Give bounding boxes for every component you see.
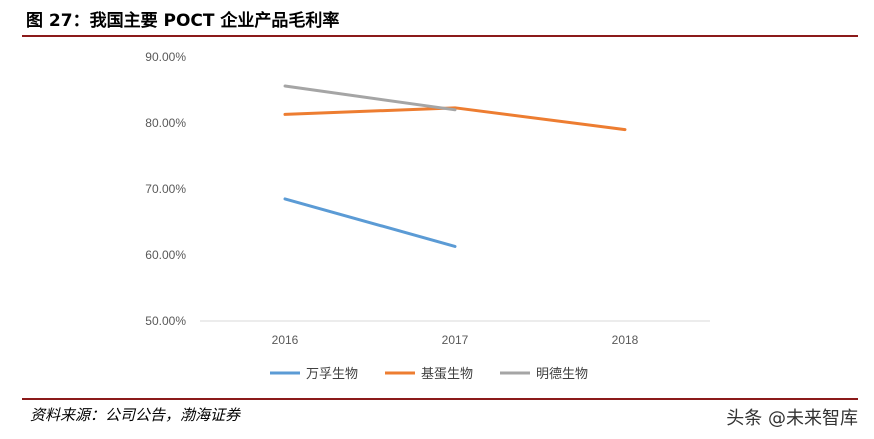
- y-tick-label: 60.00%: [145, 248, 186, 262]
- y-tick-label: 70.00%: [145, 182, 186, 196]
- series-line-2: [283, 84, 457, 112]
- title-divider: [22, 35, 858, 37]
- x-tick-label: 2018: [612, 333, 639, 347]
- series-line-0: [283, 197, 457, 248]
- figure-title: 图 27：我国主要 POCT 企业产品毛利率: [26, 11, 340, 31]
- y-axis-ticks: 90.00% 80.00% 70.00% 60.00% 50.00%: [145, 50, 186, 328]
- x-tick-label: 2016: [272, 333, 299, 347]
- legend-label: 基蛋生物: [421, 367, 473, 382]
- y-tick-label: 50.00%: [145, 314, 186, 328]
- y-tick-label: 80.00%: [145, 116, 186, 130]
- series-lines: [283, 84, 627, 248]
- series-line-1: [283, 106, 627, 132]
- y-tick-label: 90.00%: [145, 50, 186, 64]
- watermark: 头条 @未来智库: [726, 408, 858, 429]
- chart-legend: 万孚生物 基蛋生物 明德生物: [270, 367, 588, 382]
- legend-label: 明德生物: [536, 367, 588, 382]
- x-tick-label: 2017: [442, 333, 469, 347]
- line-chart: 90.00%80.00%70.00%60.00%50.00% 2016 2017 2…: [145, 50, 710, 382]
- source-note: 资料来源：公司公告，渤海证券: [30, 406, 241, 424]
- footer-divider: [22, 398, 858, 400]
- x-axis-ticks: 2016 2017 2018: [272, 333, 639, 347]
- legend-label: 万孚生物: [306, 367, 358, 382]
